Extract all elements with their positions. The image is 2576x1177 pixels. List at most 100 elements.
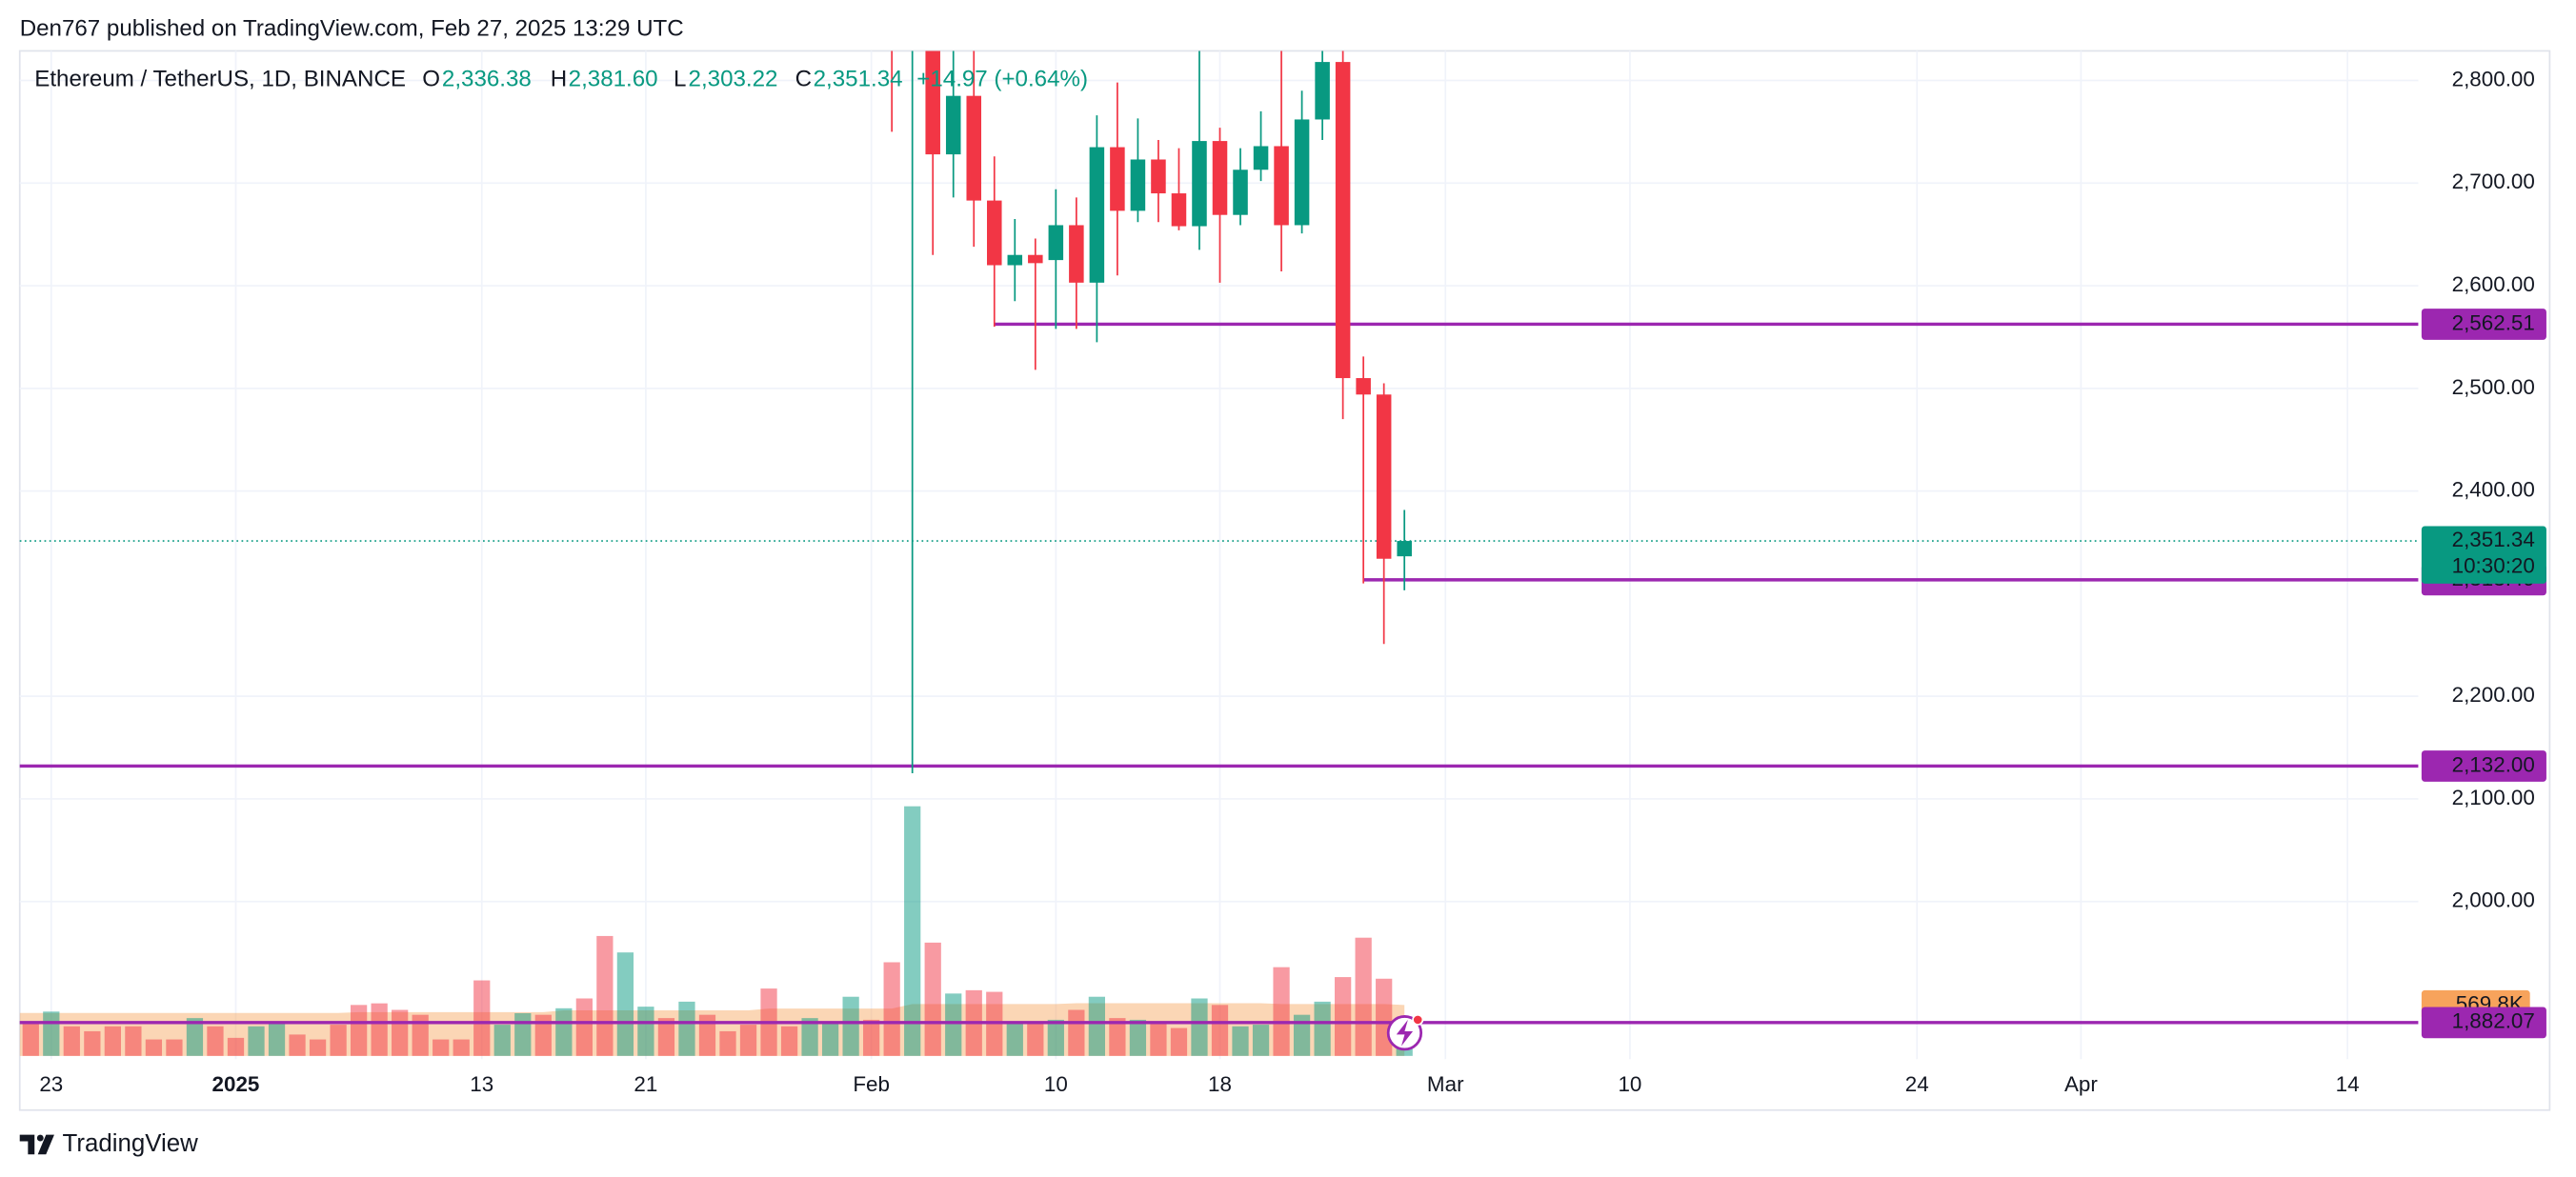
level-label-box — [2421, 1007, 2546, 1039]
candle-body — [1356, 378, 1371, 395]
volume-bar — [1088, 996, 1105, 1056]
grid: 23 2025 13 21 Feb 10 18 Mar 10 24 Apr 14 — [19, 50, 2419, 1096]
candle-body — [1110, 147, 1125, 211]
x-tick-label: Mar — [1427, 1072, 1464, 1096]
x-tick-label: Feb — [853, 1072, 890, 1096]
candle-body — [1007, 254, 1023, 266]
volume-bar — [904, 806, 921, 1056]
volume-bar — [637, 1007, 654, 1056]
candle-body — [884, 0, 899, 9]
volume-pane — [19, 806, 1413, 1056]
volume-bar — [371, 1003, 388, 1056]
volume-bar — [863, 1019, 880, 1056]
volume-bar — [309, 1039, 327, 1056]
candle-body — [1253, 146, 1269, 170]
legend-value: 2,303.22 — [689, 67, 778, 92]
level-label: 2,132.00 — [2452, 752, 2535, 776]
publish-header: Den767 published on TradingView.com, Feb… — [20, 15, 684, 41]
candle-body — [925, 50, 940, 155]
footer-logo — [19, 1134, 54, 1155]
y-tick-label: 2,100.00 — [2452, 786, 2535, 809]
volume-bar — [1314, 1001, 1331, 1056]
y-tick-label: 2,500.00 — [2452, 375, 2535, 399]
x-tick-label: 24 — [1905, 1072, 1929, 1096]
volume-bar — [780, 1026, 798, 1056]
y-tick-label: 2,000.00 — [2452, 888, 2535, 912]
legend-key: O — [422, 67, 440, 92]
x-tick-label: 13 — [470, 1072, 493, 1096]
candle-body — [1233, 170, 1248, 215]
level-label-box — [2421, 309, 2546, 340]
volume-bar — [433, 1039, 450, 1056]
x-tick-label: 23 — [39, 1072, 63, 1096]
volume-bar — [575, 998, 593, 1056]
volume-bar — [801, 1018, 818, 1056]
legend-value: 2,336.38 — [442, 67, 532, 92]
volume-bar — [1252, 1025, 1270, 1056]
price-axis: 2,000.00 2,100.00 2,200.00 2,400.00 2,500.00… — [2421, 67, 2546, 1039]
legend-value: 2,381.60 — [569, 67, 658, 92]
volume-bar — [1376, 978, 1393, 1056]
candle-body — [1294, 119, 1310, 226]
volume-bar — [63, 1026, 80, 1056]
alert-icon[interactable] — [1386, 1013, 1424, 1051]
volume-bar — [1232, 1026, 1249, 1056]
x-tick-label: 2025 — [212, 1072, 260, 1096]
candle-body — [966, 95, 982, 201]
volume-bar — [350, 1005, 368, 1056]
volume-bar — [534, 1014, 552, 1056]
volume-bar — [186, 1018, 204, 1056]
volume-bar — [1273, 967, 1290, 1056]
candle-body — [1171, 193, 1187, 227]
volume-bar — [22, 1023, 39, 1056]
volume-bar — [412, 1014, 429, 1056]
volume-bar — [1109, 1018, 1126, 1056]
candle-body — [1130, 159, 1146, 211]
volume-bar — [739, 1025, 757, 1056]
volume-bar — [1006, 1021, 1023, 1056]
x-tick-label: 21 — [634, 1072, 657, 1096]
volume-bar — [1355, 937, 1372, 1056]
volume-bar — [453, 1039, 470, 1056]
volume-bar — [1129, 1019, 1147, 1056]
volume-bar — [616, 952, 634, 1056]
y-tick-label: 2,800.00 — [2452, 67, 2535, 90]
volume-bar — [1191, 998, 1208, 1056]
legend-key: C — [795, 67, 812, 92]
volume-bar — [1027, 1021, 1044, 1056]
volume-bar — [473, 980, 491, 1056]
countdown-label: 10:30:20 — [2452, 554, 2535, 578]
chart-frame — [18, 50, 2551, 1111]
volume-bar — [883, 962, 900, 1056]
volume-bar — [84, 1030, 101, 1056]
candle-body — [987, 200, 1002, 266]
legend-key: L — [674, 67, 686, 92]
volume-bar — [493, 1025, 511, 1056]
last-price-box — [2421, 526, 2546, 584]
levels — [19, 322, 2419, 1025]
volume-bar — [719, 1030, 736, 1056]
volume-bar — [842, 996, 859, 1056]
candle-body — [1376, 394, 1392, 559]
candles — [884, 0, 1412, 774]
volume-bar — [1211, 1005, 1229, 1056]
candle-body — [1048, 225, 1064, 261]
candle-body — [1089, 147, 1105, 283]
legend-symbol: Ethereum / TetherUS, 1D, BINANCE — [34, 67, 406, 92]
volume-bar — [555, 1007, 573, 1056]
volume-bar — [125, 1026, 142, 1056]
volume-bar — [104, 1026, 121, 1056]
last-price-label: 2,351.34 — [2452, 528, 2535, 551]
legend-value: 2,351.34 — [814, 67, 903, 92]
volume-bar — [268, 1023, 286, 1056]
volume-bar — [330, 1025, 347, 1056]
x-tick-label: 10 — [1618, 1072, 1641, 1096]
level-label: 2,562.51 — [2452, 310, 2535, 334]
x-tick-label: Apr — [2064, 1072, 2098, 1096]
volume-bar — [514, 1012, 532, 1056]
candle-body — [1315, 62, 1330, 120]
candle-body — [1397, 541, 1412, 557]
candle-body — [945, 95, 961, 155]
